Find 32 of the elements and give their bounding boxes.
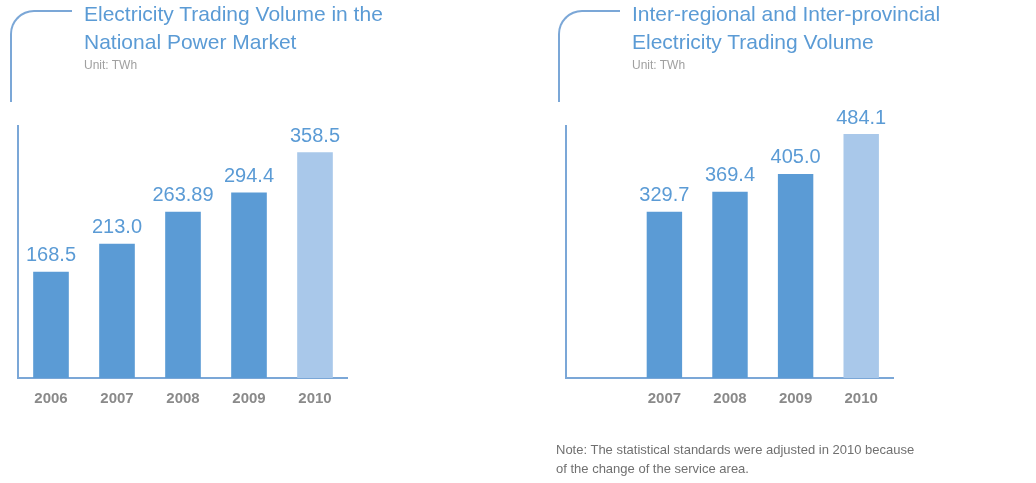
chart-title: Electricity Trading Volume in the National Power Market bbox=[84, 1, 384, 55]
bar bbox=[99, 243, 135, 378]
data-label: 168.5 bbox=[25, 243, 77, 266]
x-tick-label: 2009 bbox=[232, 389, 266, 407]
data-label: 484.1 bbox=[836, 105, 887, 128]
bar bbox=[843, 134, 879, 378]
chart-subtitle: Unit: TWh bbox=[84, 58, 138, 72]
x-tick-label: 2010 bbox=[844, 389, 878, 407]
bar bbox=[297, 152, 333, 378]
x-tick-label: 2006 bbox=[34, 389, 68, 407]
bar bbox=[33, 271, 69, 378]
bar bbox=[165, 211, 201, 378]
chart-subtitle: Unit: TWh bbox=[632, 58, 686, 72]
x-tick-label: 2007 bbox=[100, 389, 134, 407]
data-label: 405.0 bbox=[770, 145, 821, 168]
x-tick-label: 2007 bbox=[647, 389, 682, 407]
data-label: 294.4 bbox=[223, 164, 275, 187]
x-tick-label: 2010 bbox=[298, 389, 332, 407]
text: Note: The statistical standards were adjusted in 2010 because of the change of the service area. bbox=[556, 441, 916, 478]
chart-title: Inter-regional and Inter-provincial Electricity Trading Volume bbox=[632, 1, 942, 55]
data-label: 329.7 bbox=[639, 183, 690, 206]
bar bbox=[712, 191, 748, 378]
x-tick-label: 2009 bbox=[778, 389, 813, 407]
bar bbox=[646, 211, 683, 378]
bar bbox=[231, 192, 267, 378]
data-label: 263.89 bbox=[152, 183, 214, 206]
x-tick-label: 2008 bbox=[166, 389, 200, 407]
x-tick-label: 2008 bbox=[713, 389, 747, 407]
data-label: 369.4 bbox=[704, 163, 756, 186]
data-label: 213.0 bbox=[91, 215, 143, 238]
data-label: 358.5 bbox=[289, 123, 341, 146]
bar bbox=[777, 173, 814, 378]
